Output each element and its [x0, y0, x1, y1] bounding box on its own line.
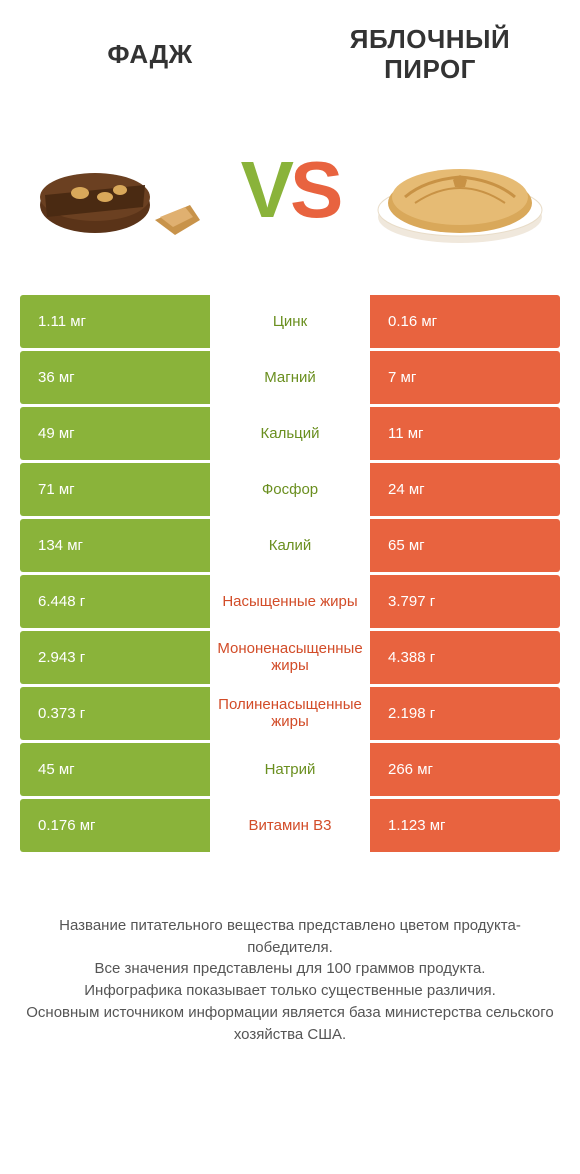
table-row: 2.943 гМононенасыщенные жиры4.388 г	[20, 631, 560, 684]
left-value-cell: 134 мг	[20, 519, 210, 572]
footer-line: Инфографика показывает только существенн…	[25, 980, 555, 1002]
left-value-cell: 0.373 г	[20, 687, 210, 740]
vs-label: VS	[241, 144, 340, 236]
nutrient-label: Калий	[210, 519, 370, 572]
right-value-cell: 65 мг	[370, 519, 560, 572]
nutrient-label: Магний	[210, 351, 370, 404]
vs-letter-v: V	[241, 144, 290, 236]
nutrient-label: Кальций	[210, 407, 370, 460]
left-value-cell: 49 мг	[20, 407, 210, 460]
right-value-cell: 0.16 мг	[370, 295, 560, 348]
left-food-image	[25, 125, 215, 255]
comparison-table: 1.11 мгЦинк0.16 мг36 мгМагний7 мг49 мгКа…	[0, 295, 580, 852]
left-value-cell: 0.176 мг	[20, 799, 210, 852]
nutrient-label: Натрий	[210, 743, 370, 796]
images-row: VS	[0, 95, 580, 295]
left-value-cell: 71 мг	[20, 463, 210, 516]
nutrient-label: Витамин B3	[210, 799, 370, 852]
left-value-cell: 6.448 г	[20, 575, 210, 628]
nutrient-label: Насыщенные жиры	[210, 575, 370, 628]
left-food-title: ФАДЖ	[40, 40, 260, 70]
right-food-title: ЯБЛОЧНЫЙ ПИРОГ	[320, 25, 540, 85]
right-value-cell: 266 мг	[370, 743, 560, 796]
right-value-cell: 3.797 г	[370, 575, 560, 628]
left-value-cell: 36 мг	[20, 351, 210, 404]
table-row: 6.448 гНасыщенные жиры3.797 г	[20, 575, 560, 628]
right-value-cell: 11 мг	[370, 407, 560, 460]
table-row: 0.373 гПолиненасыщенные жиры2.198 г	[20, 687, 560, 740]
table-row: 1.11 мгЦинк0.16 мг	[20, 295, 560, 348]
footer-line: Все значения представлены для 100 граммо…	[25, 958, 555, 980]
left-value-cell: 2.943 г	[20, 631, 210, 684]
right-value-cell: 24 мг	[370, 463, 560, 516]
left-value-cell: 45 мг	[20, 743, 210, 796]
right-value-cell: 7 мг	[370, 351, 560, 404]
footer-line: Название питательного вещества представл…	[25, 915, 555, 959]
right-value-cell: 1.123 мг	[370, 799, 560, 852]
header: ФАДЖ ЯБЛОЧНЫЙ ПИРОГ	[0, 0, 580, 95]
table-row: 134 мгКалий65 мг	[20, 519, 560, 572]
table-row: 45 мгНатрий266 мг	[20, 743, 560, 796]
right-value-cell: 4.388 г	[370, 631, 560, 684]
nutrient-label: Полиненасыщенные жиры	[210, 687, 370, 740]
table-row: 36 мгМагний7 мг	[20, 351, 560, 404]
footer-line: Основным источником информации является …	[25, 1002, 555, 1046]
nutrient-label: Мононенасыщенные жиры	[210, 631, 370, 684]
footer-notes: Название питательного вещества представл…	[0, 855, 580, 1046]
nutrient-label: Фосфор	[210, 463, 370, 516]
right-value-cell: 2.198 г	[370, 687, 560, 740]
vs-letter-s: S	[290, 144, 339, 236]
table-row: 0.176 мгВитамин B31.123 мг	[20, 799, 560, 852]
table-row: 49 мгКальций11 мг	[20, 407, 560, 460]
right-food-image	[365, 125, 555, 255]
table-row: 71 мгФосфор24 мг	[20, 463, 560, 516]
nutrient-label: Цинк	[210, 295, 370, 348]
left-value-cell: 1.11 мг	[20, 295, 210, 348]
